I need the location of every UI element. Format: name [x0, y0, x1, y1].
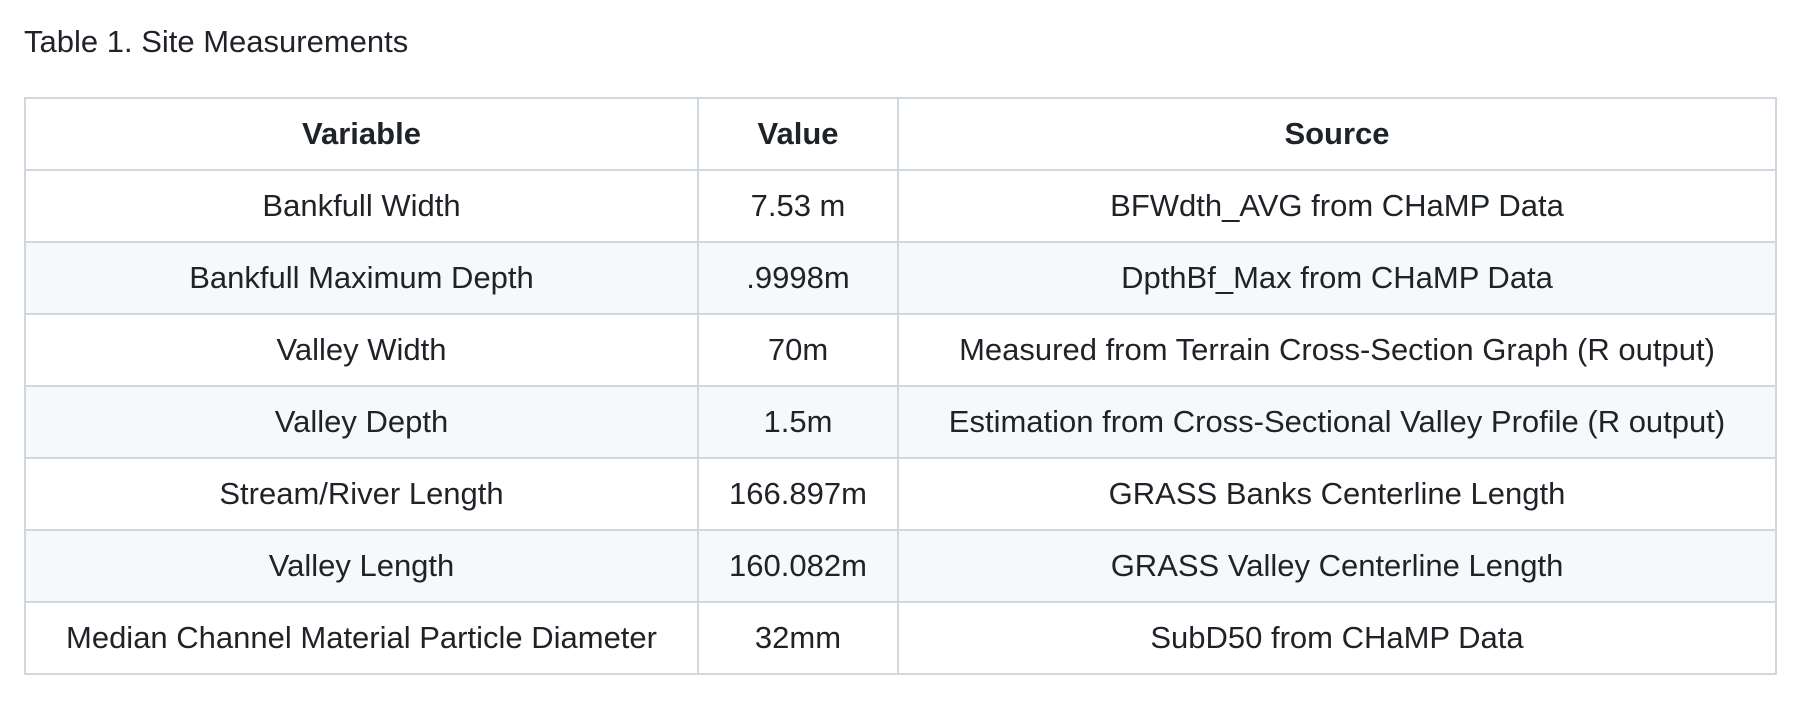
cell-variable: Stream/River Length — [24, 457, 699, 531]
header-value: Value — [697, 97, 899, 171]
cell-source: GRASS Valley Centerline Length — [897, 529, 1777, 603]
cell-variable: Median Channel Material Particle Diamete… — [24, 601, 699, 675]
cell-value: 1.5m — [697, 385, 899, 459]
table-row: Bankfull Maximum Depth .9998m DpthBf_Max… — [24, 241, 1777, 315]
cell-value: .9998m — [697, 241, 899, 315]
cell-value: 70m — [697, 313, 899, 387]
cell-value: 32mm — [697, 601, 899, 675]
cell-source: BFWdth_AVG from CHaMP Data — [897, 169, 1777, 243]
table-row: Valley Depth 1.5m Estimation from Cross-… — [24, 385, 1777, 459]
cell-source: Measured from Terrain Cross-Section Grap… — [897, 313, 1777, 387]
table-row: Valley Length 160.082m GRASS Valley Cent… — [24, 529, 1777, 603]
table-row: Stream/River Length 166.897m GRASS Banks… — [24, 457, 1777, 531]
table-caption: Table 1. Site Measurements — [24, 24, 409, 59]
header-source: Source — [897, 97, 1777, 171]
cell-source: SubD50 from CHaMP Data — [897, 601, 1777, 675]
cell-variable: Valley Width — [24, 313, 699, 387]
cell-value: 166.897m — [697, 457, 899, 531]
cell-value: 7.53 m — [697, 169, 899, 243]
cell-value: 160.082m — [697, 529, 899, 603]
site-measurements-table: Variable Value Source Bankfull Width 7.5… — [24, 97, 1777, 675]
cell-source: Estimation from Cross-Sectional Valley P… — [897, 385, 1777, 459]
cell-variable: Valley Length — [24, 529, 699, 603]
cell-variable: Valley Depth — [24, 385, 699, 459]
table-row: Valley Width 70m Measured from Terrain C… — [24, 313, 1777, 387]
cell-variable: Bankfull Maximum Depth — [24, 241, 699, 315]
table-header-row: Variable Value Source — [24, 97, 1777, 171]
cell-source: DpthBf_Max from CHaMP Data — [897, 241, 1777, 315]
cell-variable: Bankfull Width — [24, 169, 699, 243]
table-row: Median Channel Material Particle Diamete… — [24, 601, 1777, 675]
cell-source: GRASS Banks Centerline Length — [897, 457, 1777, 531]
header-variable: Variable — [24, 97, 699, 171]
table-row: Bankfull Width 7.53 m BFWdth_AVG from CH… — [24, 169, 1777, 243]
